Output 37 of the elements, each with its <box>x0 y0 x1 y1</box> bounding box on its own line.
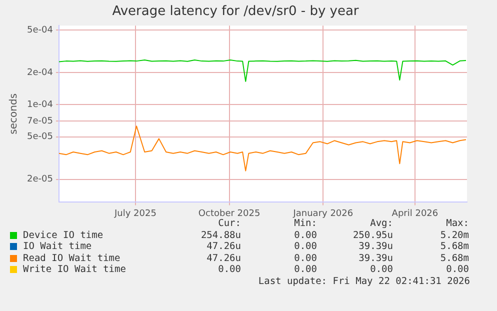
x-tick-label: October 2025 <box>198 208 260 219</box>
legend-label: IO Wait time <box>22 241 93 252</box>
text: 0.00 <box>293 264 317 276</box>
y-tick-label: 5e-05 <box>26 132 53 142</box>
text: 47.26u <box>206 252 241 264</box>
text: 39.39u <box>358 241 393 252</box>
x-tick-label: January 2026 <box>292 208 354 219</box>
text: Avg: <box>369 218 393 230</box>
text: 254.88u <box>200 230 241 241</box>
text: 250.95u <box>352 230 393 241</box>
legend-label: Device IO time <box>22 230 104 241</box>
y-tick-label: 1e-04 <box>26 100 54 110</box>
text: 0.00 <box>445 264 469 276</box>
text: 47.26u <box>206 241 241 252</box>
text: 5.68m <box>439 252 469 264</box>
legend-label: Write IO Wait time <box>22 264 127 276</box>
y-tick-label: 7e-05 <box>26 116 53 127</box>
y-axis-title: seconds <box>8 93 20 134</box>
text: Max: <box>445 218 469 230</box>
legend-label: Read IO Wait time <box>22 252 122 264</box>
y-tick-label: 5e-04 <box>26 25 54 36</box>
text: Min: <box>293 218 317 230</box>
text: 0.00 <box>217 264 241 276</box>
text: 5.68m <box>439 241 469 252</box>
text: 0.00 <box>293 252 317 264</box>
x-tick-label: July 2025 <box>113 208 156 219</box>
text: 39.39u <box>358 252 393 264</box>
text: 0.00 <box>369 264 393 276</box>
y-tick-label: 2e-04 <box>26 68 54 78</box>
text: 0.00 <box>293 230 317 241</box>
chart-title: Average latency for /dev/sr0 - by year <box>112 4 360 20</box>
text: Cur: <box>217 218 241 230</box>
text: 5.20m <box>439 230 469 241</box>
text: Last update: Fri May 22 02:41:31 2026 <box>257 276 470 287</box>
x-tick-label: April 2026 <box>392 208 438 219</box>
y-tick-label: 2e-05 <box>26 174 53 185</box>
text: 0.00 <box>293 241 317 252</box>
